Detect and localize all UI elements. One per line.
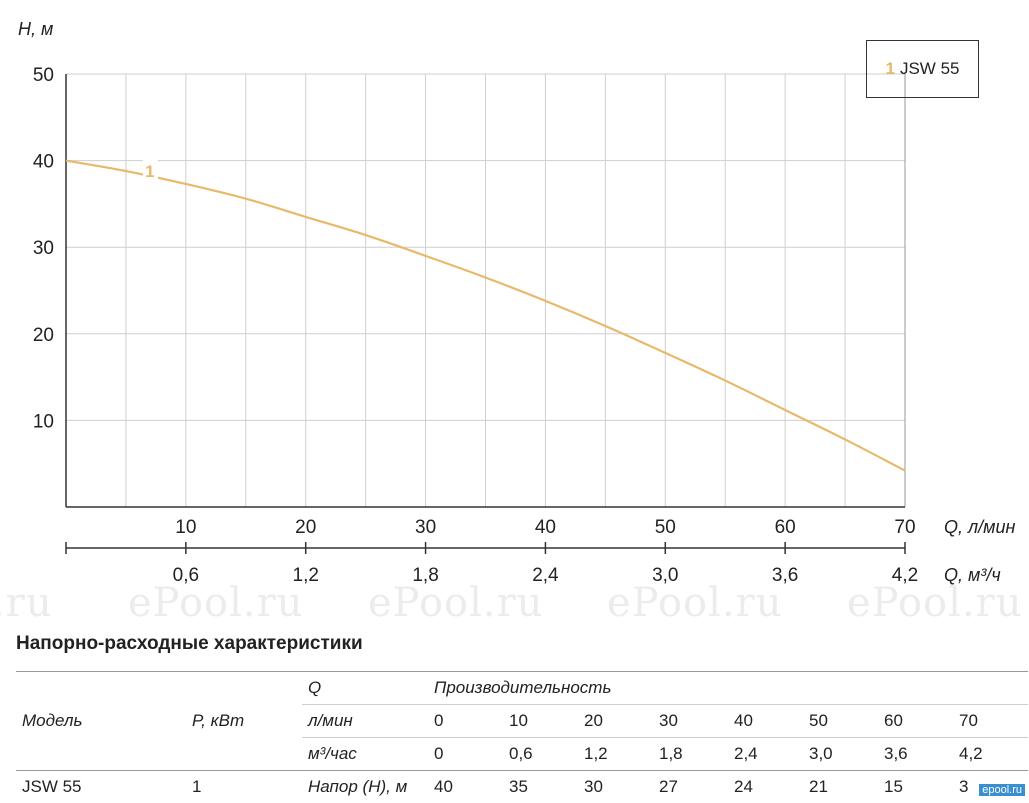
head-cell: 24 — [728, 771, 803, 803]
chart-legend: 1 JSW 55 — [866, 40, 979, 98]
lmin-cell: 10 — [503, 705, 578, 738]
lmin-cell: 0 — [428, 705, 503, 738]
watermark: ePool.ru — [607, 580, 783, 626]
lmin-cell: 60 — [878, 705, 953, 738]
chart-grid — [66, 74, 905, 507]
x-tick-label: 50 — [655, 517, 676, 538]
head-cell: 35 — [503, 771, 578, 803]
table-title: Напорно-расходные характеристики — [16, 633, 363, 655]
x-axis-label: Q, л/мин — [944, 517, 1016, 537]
m3-cell: 1,8 — [653, 738, 728, 771]
m3-cell: 0 — [428, 738, 503, 771]
power-header: P, кВт — [186, 672, 302, 771]
lmin-label: л/мин — [302, 705, 428, 738]
head-cell: 15 — [878, 771, 953, 803]
lmin-cell: 70 — [953, 705, 1028, 738]
lmin-cell: 40 — [728, 705, 803, 738]
table-row: JSW 55 1 Напор (H), м 40 35 30 27 24 21 … — [16, 771, 1028, 803]
watermark: .ru — [0, 580, 53, 626]
watermark: ePool.ru — [128, 580, 304, 626]
q-header: Q — [302, 672, 428, 705]
m3-cell: 3,0 — [803, 738, 878, 771]
power-cell: 1 — [186, 771, 302, 803]
series-inline-label: 1 — [145, 162, 154, 181]
model-cell: JSW 55 — [16, 771, 186, 803]
lmin-cell: 20 — [578, 705, 653, 738]
head-label: Напор (H), м — [302, 771, 428, 803]
lmin-cell: 50 — [803, 705, 878, 738]
y-tick-label: 40 — [33, 152, 54, 173]
x-tick-label: 30 — [415, 517, 436, 538]
m3-cell: 4,2 — [953, 738, 1028, 771]
model-header: Модель — [16, 672, 186, 771]
x-tick-label: 40 — [535, 517, 556, 538]
y-tick-label: 20 — [33, 325, 54, 346]
watermark: ePool.ru — [368, 580, 544, 626]
m3-cell: 1,2 — [578, 738, 653, 771]
watermark: ePool.ru — [847, 580, 1023, 626]
lmin-cell: 30 — [653, 705, 728, 738]
head-cell: 40 — [428, 771, 503, 803]
brand-badge[interactable]: epool.ru — [979, 784, 1025, 796]
m3-label: м³/час — [302, 738, 428, 771]
m3-cell: 3,6 — [878, 738, 953, 771]
y-tick-label: 50 — [33, 65, 54, 86]
m3-cell: 2,4 — [728, 738, 803, 771]
y-tick-label: 10 — [33, 411, 54, 432]
head-cell: 30 — [578, 771, 653, 803]
table-header-row: Модель P, кВт Q Производительность — [16, 672, 1028, 705]
x-tick-label: 10 — [175, 517, 196, 538]
spec-table: Модель P, кВт Q Производительность л/мин… — [16, 671, 1028, 803]
x-tick-label: 20 — [295, 517, 316, 538]
y-axis-label: H, м — [18, 19, 53, 39]
head-cell: 21 — [803, 771, 878, 803]
m3-cell: 0,6 — [503, 738, 578, 771]
legend-series-label: JSW 55 — [900, 59, 960, 79]
x-tick-label: 60 — [775, 517, 796, 538]
y-tick-label: 30 — [33, 238, 54, 259]
legend-series-number: 1 — [886, 59, 895, 79]
head-cell: 27 — [653, 771, 728, 803]
x-tick-label: 70 — [894, 517, 915, 538]
performance-header: Производительность — [428, 672, 1028, 705]
